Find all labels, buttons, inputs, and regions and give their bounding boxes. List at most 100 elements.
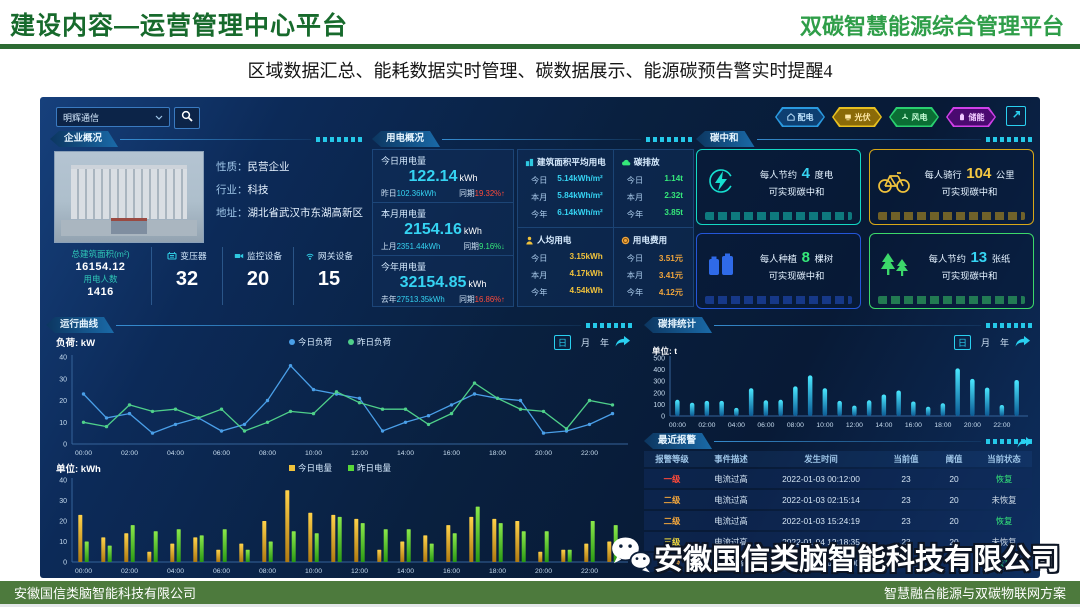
legend-swatch xyxy=(348,339,354,345)
svg-text:30: 30 xyxy=(59,498,67,505)
panel-title: 碳中和 xyxy=(696,131,755,147)
area-value: 16154.12 xyxy=(75,261,126,274)
search-icon xyxy=(181,109,193,127)
panel-header-enterprise: 企业概况 xyxy=(50,131,364,147)
bottom-strip xyxy=(0,604,1080,607)
transformer-icon xyxy=(167,251,177,261)
watermark-text: 安徽国信类脑智能科技有限公司 xyxy=(654,543,1061,576)
svg-text:14:00: 14:00 xyxy=(397,450,414,457)
svg-text:22:00: 22:00 xyxy=(993,422,1010,429)
svg-text:14:00: 14:00 xyxy=(875,422,892,429)
subtitle: 区域数据汇总、能耗数据实时管理、碳数据展示、能源碳预告警实时提醒4 xyxy=(247,61,833,81)
svg-text:30: 30 xyxy=(59,376,67,383)
header-divider xyxy=(0,44,1080,49)
carbon-card: 每人节约 4 度电 可实现碳中和 xyxy=(696,149,861,225)
carbon-card: 每人种植 8 棵树 可实现碳中和 xyxy=(696,233,861,309)
panel-header-run-curve: 运行曲线 xyxy=(46,317,634,333)
run-curve-tab-month[interactable]: 月 xyxy=(580,337,590,348)
usage-blocks: 今日用电量 122.14 kWh 昨日102.36kWh 同期19.32%↑ 本月用电量 2… xyxy=(372,149,514,307)
expand-button[interactable] xyxy=(1006,106,1026,126)
svg-text:10: 10 xyxy=(59,420,67,427)
company-select[interactable]: 明辉通信 xyxy=(56,107,170,127)
energy-tab-solar[interactable]: 光伏 xyxy=(832,107,882,127)
watermark: 安徽国信类脑智能科技有限公司 xyxy=(608,531,1060,582)
energy-tab-distribution[interactable]: 配电 xyxy=(775,107,825,127)
usage-block: 本月用电量 2154.16 kWh 上月2351.44kWh 同期9.16%↓ xyxy=(373,203,513,256)
search-button[interactable] xyxy=(174,107,200,129)
coin-icon xyxy=(621,236,630,245)
svg-text:06:00: 06:00 xyxy=(213,568,230,575)
svg-text:20:00: 20:00 xyxy=(535,450,552,457)
svg-text:00:00: 00:00 xyxy=(75,568,92,575)
chevron-down-icon xyxy=(155,112,163,122)
area-label: 总建筑面积(m²) xyxy=(71,249,130,259)
energy-tab-storage[interactable]: 储能 xyxy=(946,107,996,127)
bicycle-icon xyxy=(876,168,912,194)
share-arrow-icon[interactable] xyxy=(1015,335,1030,349)
load-chart-legend: 今日负荷 昨日负荷 xyxy=(46,335,634,349)
load-chart-toolbar: 负荷: kW 今日负荷 昨日负荷 日月年 xyxy=(46,334,634,350)
carbon-stats-tab-month[interactable]: 月 xyxy=(980,337,990,348)
svg-text:500: 500 xyxy=(653,356,665,363)
svg-text:10:00: 10:00 xyxy=(816,422,833,429)
alarm-row: 一级 电流过高 2022-01-03 00:12:00 23 20 恢复 xyxy=(644,469,1032,488)
enterprise-info-row: 性质：民营企业 xyxy=(216,161,290,173)
run-curve-tab-day[interactable]: 日 xyxy=(553,334,571,350)
share-arrow-icon[interactable] xyxy=(1017,435,1032,453)
svg-text:18:00: 18:00 xyxy=(934,422,951,429)
panel-title: 碳排统计 xyxy=(644,317,712,333)
energy-chart-toolbar: 单位: kWh 今日电量 昨日电量 xyxy=(46,461,634,475)
svg-text:04:00: 04:00 xyxy=(167,450,184,457)
person-icon xyxy=(525,236,534,245)
carbon-stats-tab-year[interactable]: 年 xyxy=(999,337,1009,348)
carbon-stats-tab-day[interactable]: 日 xyxy=(953,334,971,350)
svg-text:22:00: 22:00 xyxy=(581,450,598,457)
dots-decoration xyxy=(316,136,362,142)
legend-item: 今日负荷 xyxy=(288,336,332,348)
expand-icon xyxy=(1011,107,1022,125)
panel-header-carbon-stats: 碳排统计 xyxy=(644,317,1034,333)
panel-title: 用电概况 xyxy=(372,131,440,147)
company-select-value: 明辉通信 xyxy=(63,112,100,123)
svg-text:14:00: 14:00 xyxy=(397,568,414,575)
energy-tab-wind[interactable]: 风电 xyxy=(889,107,939,127)
svg-text:18:00: 18:00 xyxy=(489,450,506,457)
run-curve-tab-year[interactable]: 年 xyxy=(599,337,609,348)
svg-text:02:00: 02:00 xyxy=(121,450,138,457)
storage-icon xyxy=(958,113,966,121)
device-stat-变压器: 变压器 32 xyxy=(151,247,222,305)
usage-quad: 人均用电 今日 3.15kWh 本月 4.17kWh 今年 4.54kWh xyxy=(518,228,614,306)
svg-text:20:00: 20:00 xyxy=(964,422,981,429)
svg-text:20:00: 20:00 xyxy=(535,568,552,575)
svg-text:40: 40 xyxy=(59,478,67,485)
enterprise-stats: 总建筑面积(m²) 16154.12 用电人数 1416 变压器 32 监控设备 20… xyxy=(50,247,364,305)
device-stats: 变压器 32 监控设备 20 网关设备 15 xyxy=(151,247,364,305)
camera-icon xyxy=(234,251,244,261)
share-arrow-icon[interactable] xyxy=(615,335,630,349)
cloud-icon xyxy=(621,158,631,167)
svg-text:0: 0 xyxy=(661,414,665,421)
energy-unit-label: 单位: kWh xyxy=(56,464,101,475)
svg-text:06:00: 06:00 xyxy=(757,422,774,429)
solar-icon xyxy=(844,113,852,121)
carbon-card: 每人节约 13 张纸 可实现碳中和 xyxy=(869,233,1034,309)
legend-swatch xyxy=(348,465,354,471)
wind-icon xyxy=(901,113,909,121)
svg-text:16:00: 16:00 xyxy=(905,422,922,429)
svg-text:18:00: 18:00 xyxy=(489,568,506,575)
svg-text:10: 10 xyxy=(59,539,67,546)
alarm-row: 二级 电流过高 2022-01-03 15:24:19 23 20 恢复 xyxy=(644,511,1032,530)
svg-text:0: 0 xyxy=(63,442,67,449)
usage-block: 今年用电量 32154.85 kWh 去年27513.35kWh 同期16.86%↑ xyxy=(381,262,505,304)
svg-text:12:00: 12:00 xyxy=(846,422,863,429)
svg-text:02:00: 02:00 xyxy=(698,422,715,429)
energy-type-buttons: 配电 光伏 风电 储能 xyxy=(775,107,996,127)
wechat-icon xyxy=(608,531,654,582)
svg-text:08:00: 08:00 xyxy=(259,450,276,457)
lightning-icon xyxy=(703,166,739,196)
usage-quad: 建筑面积平均用电 今日 5.14kWh/m² 本月 5.84kWh/m² 今年 6.14kW… xyxy=(518,150,614,228)
distribution-icon xyxy=(787,113,795,121)
legend-swatch xyxy=(288,339,295,345)
svg-text:00:00: 00:00 xyxy=(75,450,92,457)
